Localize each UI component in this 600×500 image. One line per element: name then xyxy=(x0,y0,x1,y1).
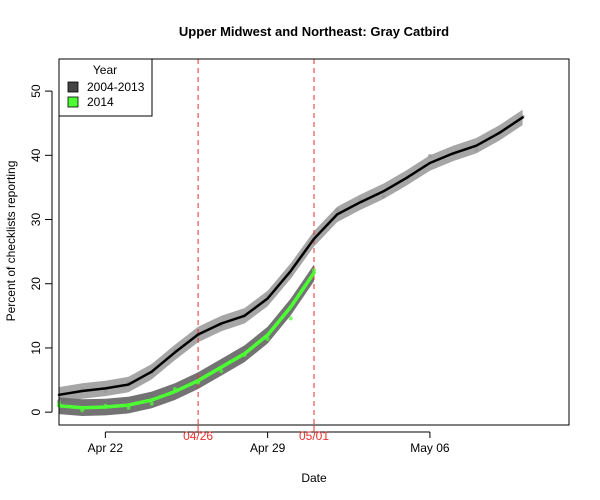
y-axis-label: Percent of checklists reporting xyxy=(4,161,18,322)
legend-label: 2014 xyxy=(87,95,114,109)
data-point xyxy=(103,389,108,393)
y-tick-label: 20 xyxy=(29,277,43,291)
reference-line-label: 05/01 xyxy=(299,429,329,443)
data-point xyxy=(149,401,154,406)
data-point xyxy=(219,369,224,374)
data-point xyxy=(381,194,386,199)
confidence-band xyxy=(59,109,523,403)
legend-swatch xyxy=(67,81,79,93)
series-lines xyxy=(57,116,524,410)
y-tick-label: 10 xyxy=(29,341,43,355)
data-point xyxy=(474,147,479,152)
y-tick-label: 30 xyxy=(29,213,43,227)
y-axis: 0 10 20 30 40 50 xyxy=(29,84,53,416)
x-axis: Apr 22 Apr 29 May 06 04/26 05/01 xyxy=(88,425,450,455)
reference-line-label: 04/26 xyxy=(183,429,213,443)
x-tick-label: Apr 29 xyxy=(250,441,286,455)
data-point xyxy=(288,316,293,321)
y-tick-label: 40 xyxy=(29,148,43,162)
x-axis-label: Date xyxy=(301,471,327,485)
data-point xyxy=(335,207,340,212)
x-tick-label: Apr 22 xyxy=(88,441,124,455)
data-point xyxy=(312,268,316,273)
legend-swatch xyxy=(67,96,79,108)
series-line xyxy=(57,271,316,410)
x-tick-label: May 06 xyxy=(410,441,450,455)
y-tick-label: 50 xyxy=(29,84,43,98)
legend-title: Year xyxy=(93,63,117,77)
legend-label: 2004-2013 xyxy=(87,80,145,94)
series-line xyxy=(57,116,524,397)
chart-title: Upper Midwest and Northeast: Gray Catbir… xyxy=(179,24,449,39)
data-point xyxy=(427,154,432,158)
y-tick-label: 0 xyxy=(29,409,43,416)
